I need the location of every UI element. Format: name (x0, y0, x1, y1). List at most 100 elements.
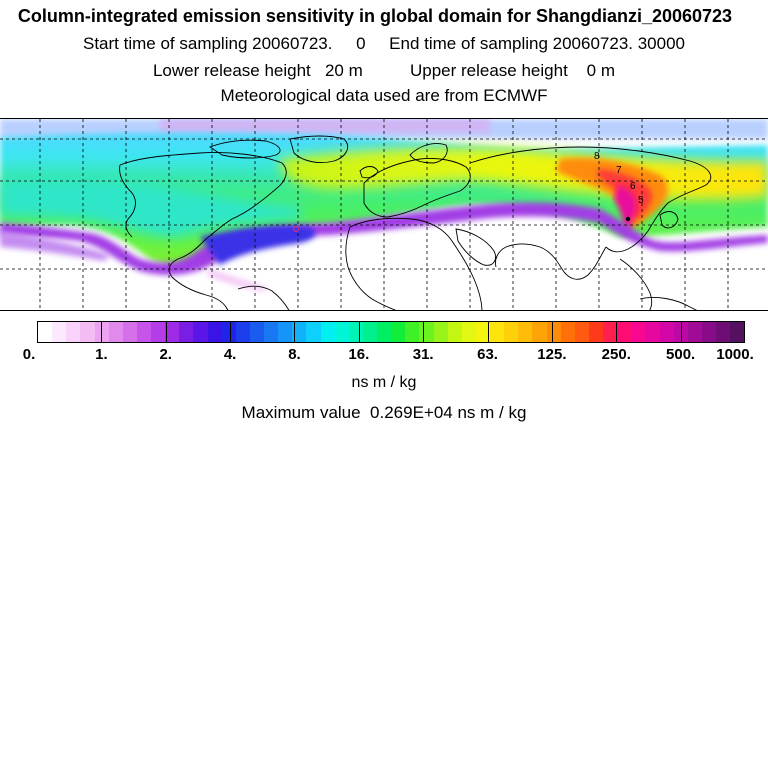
plume-label: 6 (630, 181, 636, 192)
colorbar-segment (631, 322, 646, 342)
colorbar-divider (680, 322, 682, 342)
coastlines (119, 135, 712, 310)
colorbar-divider (487, 322, 489, 342)
colorbar-segment (52, 322, 67, 342)
asia-coast-south (495, 243, 607, 280)
arabia-coast (455, 228, 496, 266)
colorbar-segment (80, 322, 95, 342)
british-isles (359, 166, 379, 179)
colorbar-segment (447, 322, 462, 342)
colorbar-segment (306, 322, 321, 342)
colorbar-segment (391, 322, 406, 342)
colorbar-segment (151, 322, 166, 342)
africa-coast-west (345, 226, 397, 310)
colorbar-segment (66, 322, 81, 342)
colorbar-segment (716, 322, 731, 342)
colorbar-divider (165, 322, 167, 342)
colorbar-tick-label: 31. (412, 346, 434, 363)
colorbar-tick-label: 500. (666, 346, 696, 363)
colorbar-divider (294, 322, 296, 342)
sensitivity-map: 8 7 6 5 (0, 118, 768, 311)
purple-outflow (0, 202, 768, 275)
colorbar-segment (603, 322, 618, 342)
colorbar-tick-label: 250. (601, 346, 631, 363)
colorbar-units: ns m / kg (351, 374, 417, 391)
colorbar-divider (358, 322, 360, 342)
colorbar-segment (588, 322, 603, 342)
greenland (289, 135, 348, 164)
colorbar-segment (165, 322, 180, 342)
colorbar-segment (193, 322, 208, 342)
japan-coast (659, 211, 679, 229)
colorbar-segment (461, 322, 476, 342)
colorbar-segment (659, 322, 674, 342)
colorbar-segment (122, 322, 137, 342)
receptor-marker (293, 216, 631, 232)
colorbar-tick-label: 0. (22, 346, 36, 363)
colorbar-segment (348, 322, 363, 342)
colorbar-tick-label: 16. (348, 346, 370, 363)
colorbar-segment (108, 322, 123, 342)
colorbar-segment (221, 322, 236, 342)
colorbar-segment (475, 322, 490, 342)
canadian-archipelago (209, 139, 281, 159)
colorbar-segment (136, 322, 151, 342)
pacific-lobe (0, 178, 300, 238)
colorbar-segment (617, 322, 632, 342)
pink-fringe (0, 231, 110, 261)
colorbar-segment (278, 322, 293, 342)
colorbar-divider (423, 322, 425, 342)
colorbar-segment (334, 322, 349, 342)
colorbar-segment (207, 322, 222, 342)
colorbar-divider (230, 322, 232, 342)
colorbar-segment (546, 322, 561, 342)
colorbar-segment (292, 322, 307, 342)
colorbar-tick-label: 1000. (716, 346, 754, 363)
colorbar-segment (433, 322, 448, 342)
colorbar-segment (249, 322, 264, 342)
colorbar-segment (362, 322, 377, 342)
colorbar-segment (377, 322, 392, 342)
colorbar-segment (38, 322, 53, 342)
arctic-violet-band (160, 119, 490, 133)
indonesia-coast (639, 296, 698, 310)
secondary-marker (293, 226, 299, 232)
colorbar-segment (264, 322, 279, 342)
colorbar-divider (551, 322, 553, 342)
plot-title: Column-integrated emission sensitivity i… (0, 6, 768, 26)
colorbar-segment (701, 322, 716, 342)
release-height-line: Lower release height 20 m Upper release … (152, 61, 616, 80)
colorbar-segment (179, 322, 194, 342)
colorbar-segment (687, 322, 702, 342)
colorbar-tick-labels: 0. 1. 2. 4. 8. 16. 31. 63. 125. 250. 500. 1000. (0, 346, 768, 366)
colorbar (37, 321, 745, 343)
colorbar-segment (574, 322, 589, 342)
colorbar-divider (101, 322, 103, 342)
blue-streak (200, 225, 316, 265)
plume-label: 7 (616, 165, 622, 176)
southeast-asia-coast (619, 258, 653, 310)
colorbar-tick-label: 8. (288, 346, 301, 363)
colorbar-tick-label: 1. (95, 346, 108, 363)
colorbar-divider (616, 322, 618, 342)
colorbar-tick-label: 4. (223, 346, 237, 363)
magenta-core (614, 185, 637, 233)
europe-coast (363, 158, 471, 218)
colorbar-segment (320, 322, 335, 342)
graticule (0, 119, 768, 310)
colorbar-segment (490, 322, 505, 342)
colorbar-segment (419, 322, 434, 342)
colorbar-tick-label: 125. (537, 346, 567, 363)
plot-title-text: Column-integrated emission sensitivity i… (17, 6, 733, 26)
colorbar-segment (532, 322, 547, 342)
plume-label: 5 (638, 195, 644, 206)
plume-labels: 8 7 6 5 (594, 151, 644, 206)
colorbar-segment (235, 322, 250, 342)
plume-label: 8 (594, 151, 600, 162)
asia-coast-north-east (469, 146, 712, 253)
africa-coast-east (349, 217, 483, 310)
colorbar-segment (518, 322, 533, 342)
north-america-coast (119, 152, 287, 310)
receptor-dot (625, 216, 631, 222)
